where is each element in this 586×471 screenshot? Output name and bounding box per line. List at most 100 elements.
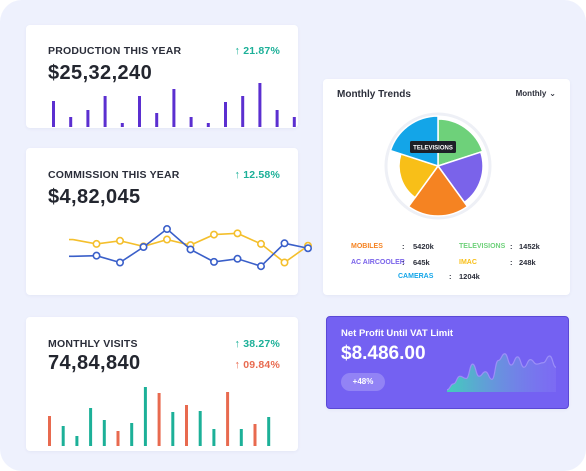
commission-change: ↑ 12.58%: [234, 169, 280, 181]
production-bar: [275, 110, 279, 127]
polar-slice-televisions: [437, 118, 484, 168]
visits-value: 74,84,840: [48, 352, 141, 374]
legend-sep: :: [449, 272, 452, 281]
trends-title: Monthly Trends: [337, 89, 411, 100]
legend-value-ac-aircooler: 645k: [413, 258, 430, 267]
visits-bar-coral: [253, 424, 257, 446]
visits-title: MONTHLY VISITS: [48, 338, 138, 350]
legend-sep: :: [510, 242, 513, 251]
legend-sep: :: [402, 242, 405, 251]
commission-point-blue: [257, 262, 266, 271]
legend-label-imac: IMAC: [459, 259, 477, 266]
production-value: $25,32,240: [48, 62, 153, 84]
commission-point-blue: [280, 239, 289, 248]
arrow-up-icon: ↑: [234, 169, 241, 181]
legend-label-ac-aircooler: AC AIRCOOLER: [351, 259, 405, 266]
production-bar: [138, 96, 141, 127]
polar-tooltip: TELEVISIONS: [410, 141, 456, 153]
visits-change-up: ↑ 38.27%: [234, 338, 280, 350]
visits-bar-teal: [102, 420, 106, 446]
production-bar: [69, 117, 73, 127]
production-bar: [172, 89, 176, 127]
arrow-up-icon: ↑: [234, 359, 241, 371]
production-change: ↑ 21.87%: [234, 45, 280, 57]
commission-point-yellow: [116, 236, 125, 245]
commission-point-blue: [116, 258, 125, 267]
visits-bar-teal: [212, 429, 216, 446]
legend-value-mobiles: 5420k: [413, 242, 434, 251]
profit-area: [447, 353, 556, 392]
tooltip-label: TELEVISIONS: [413, 146, 453, 152]
visits-bar-teal: [267, 417, 271, 446]
trends-card: Monthly Trends Monthly ⌄ TELEVISIONS MOBI…: [323, 79, 570, 295]
visits-bar-coral: [157, 393, 161, 446]
legend-sep: :: [510, 258, 513, 267]
visits-bar-coral: [116, 431, 120, 446]
commission-point-yellow: [92, 239, 101, 248]
production-bar: [155, 113, 159, 127]
profit-card: Net Profit Until VAT Limit $8.486.00 +48…: [326, 316, 569, 409]
visits-bar-chart: [48, 387, 271, 446]
commission-value: $4,82,045: [48, 186, 141, 208]
legend-label-televisions: TELEVISIONS: [459, 243, 506, 250]
production-bar: [258, 83, 262, 127]
commission-title: COMMISSION THIS YEAR: [48, 169, 180, 181]
commission-point-yellow: [257, 239, 266, 248]
visits-change-down: ↑ 09.84%: [234, 359, 280, 371]
polar-slice-mobiles: [407, 164, 469, 217]
visits-bar-teal: [198, 411, 202, 446]
production-bar: [189, 117, 193, 127]
arrow-up-icon: ↑: [234, 45, 241, 57]
visits-bar-teal: [239, 429, 243, 446]
production-bar: [103, 96, 107, 127]
legend-label-cameras: CAMERAS: [398, 273, 434, 280]
visits-bar-teal: [143, 387, 147, 446]
visits-bar-teal: [75, 436, 79, 446]
visits-bar-teal: [171, 412, 175, 446]
production-bar: [120, 123, 124, 127]
visits-bar-coral: [226, 392, 230, 446]
commission-card: COMMISSION THIS YEAR ↑ 12.58% $4,82,045: [26, 148, 312, 295]
commission-point-blue: [92, 251, 101, 260]
commission-point-yellow: [163, 235, 172, 244]
profit-area-chart: [446, 353, 557, 392]
commission-point-blue: [303, 244, 312, 253]
arrow-up-icon: ↑: [234, 338, 241, 350]
commission-point-yellow: [280, 258, 289, 267]
production-bar-chart: [52, 83, 296, 127]
profit-title: Net Profit Until VAT Limit: [341, 328, 454, 339]
production-bar: [241, 96, 245, 127]
commission-line-chart: [69, 225, 312, 271]
period-select[interactable]: Monthly ⌄: [515, 89, 556, 98]
visits-bar-teal: [61, 426, 65, 446]
legend-value-televisions: 1452k: [519, 242, 540, 251]
visits-bar-coral: [48, 416, 51, 446]
visits-bar-coral: [185, 405, 188, 446]
commission-point-blue: [139, 243, 148, 252]
chevron-down-icon: ⌄: [549, 89, 556, 98]
profit-value: $8.486.00: [341, 343, 426, 364]
commission-point-blue: [163, 225, 172, 234]
profit-badge: +48%: [341, 373, 385, 391]
tooltip-box: [410, 141, 456, 153]
commission-point-yellow: [233, 229, 242, 238]
visits-card: MONTHLY VISITS ↑ 38.27% ↑ 09.84% 74,84,840: [26, 317, 298, 451]
trends-polar-chart: TELEVISIONS: [384, 112, 492, 220]
legend-label-mobiles: MOBILES: [351, 243, 383, 250]
production-bar: [52, 101, 55, 127]
polar-slice-ac-aircooler: [436, 151, 484, 204]
profit-line: [446, 353, 557, 391]
commission-point-yellow: [210, 230, 219, 239]
visits-bar-teal: [130, 423, 134, 446]
legend-value-imac: 248k: [519, 258, 536, 267]
production-bar: [206, 123, 210, 127]
production-card: PRODUCTION THIS YEAR ↑ 21.87% $25,32,240: [26, 25, 298, 128]
production-bar: [224, 102, 227, 127]
legend-sep: :: [402, 258, 405, 267]
production-bar: [292, 117, 296, 127]
polar-slice-imac: [398, 153, 440, 199]
commission-point-blue: [210, 257, 219, 266]
commission-point-blue: [186, 245, 195, 254]
production-bar: [86, 110, 90, 127]
